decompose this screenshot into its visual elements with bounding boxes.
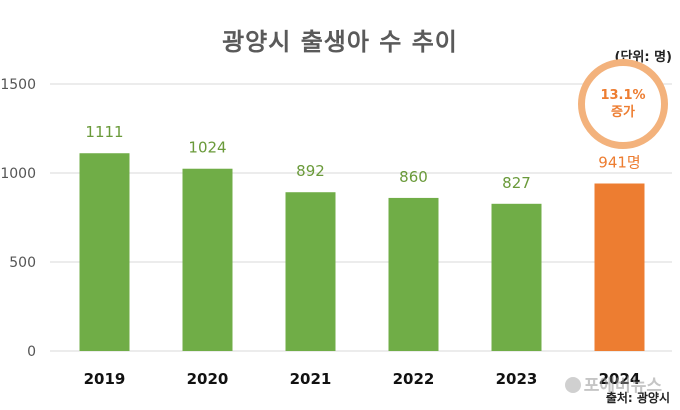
data-label-2024: 941명 bbox=[598, 154, 640, 172]
bar-2024 bbox=[594, 183, 645, 351]
data-label-2021: 892 bbox=[296, 162, 325, 180]
data-label-2019: 1111 bbox=[85, 123, 123, 141]
x-tick-label-2019: 2019 bbox=[84, 370, 126, 388]
data-label-2023: 827 bbox=[502, 174, 531, 192]
bar-2020 bbox=[182, 168, 233, 351]
x-tick-label-2024: 2024 bbox=[599, 370, 641, 388]
data-label-2022: 860 bbox=[399, 168, 428, 186]
bar-2019 bbox=[79, 153, 130, 351]
x-tick-label-2020: 2020 bbox=[187, 370, 229, 388]
badge-label: 증가 bbox=[611, 105, 635, 120]
x-tick-label-2023: 2023 bbox=[496, 370, 538, 388]
watermark-text: 포에버뉴스 bbox=[583, 376, 662, 396]
y-tick-label: 1500 bbox=[0, 77, 36, 93]
bar-2021 bbox=[285, 192, 336, 351]
source-note: 출처: 광양시 bbox=[605, 391, 670, 405]
y-tick-label: 0 bbox=[27, 344, 36, 360]
x-tick-label-2021: 2021 bbox=[290, 370, 332, 388]
increase-badge: 13.1% 증가 bbox=[578, 59, 668, 149]
y-tick-label: 500 bbox=[9, 255, 36, 271]
y-tick-label: 1000 bbox=[0, 166, 36, 182]
badge-percent: 13.1% bbox=[600, 88, 646, 103]
bar-2023 bbox=[491, 203, 542, 351]
bar-2022 bbox=[388, 197, 439, 351]
watermark: 포에버뉴스 bbox=[564, 371, 662, 396]
chart-title: 광양시 출생아 수 추이 bbox=[222, 28, 458, 56]
watermark-logo-icon bbox=[564, 377, 581, 393]
data-label-2020: 1024 bbox=[188, 139, 226, 157]
x-tick-label-2022: 2022 bbox=[393, 370, 435, 388]
